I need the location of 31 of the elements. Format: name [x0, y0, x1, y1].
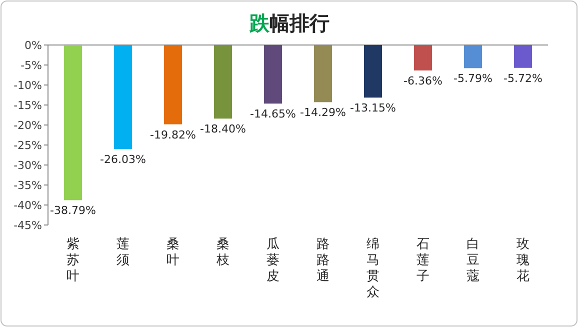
y-tick-label: -20%	[14, 119, 42, 132]
y-tick-label: -10%	[14, 79, 42, 92]
y-tick-label: -40%	[14, 199, 42, 212]
data-label: -18.40%	[200, 122, 246, 136]
y-tick-label: -45%	[14, 219, 42, 232]
x-tick-label: 莲须	[116, 237, 130, 268]
y-tick-label: 0%	[24, 39, 42, 52]
x-tick-label: 路路通	[316, 237, 330, 284]
y-tick-label: -35%	[14, 179, 42, 192]
data-label: -5.79%	[454, 72, 492, 86]
y-tick-label: -15%	[14, 99, 42, 112]
x-tick-label: 瓜蒌皮	[266, 237, 280, 284]
x-tick-label: 紫苏叶	[66, 237, 80, 284]
data-label: -38.79%	[50, 204, 96, 218]
x-tick-label: 白豆蔻	[466, 237, 480, 284]
x-tick-label: 桑枝	[216, 237, 230, 268]
data-label: -5.72%	[504, 72, 542, 85]
chart-title: 跌幅排行	[248, 11, 330, 35]
data-label: -13.15%	[350, 102, 396, 115]
y-tick-label: -5%	[20, 59, 42, 72]
y-tick-label: -30%	[14, 159, 42, 172]
data-label: -14.29%	[300, 106, 346, 120]
x-tick-label: 绵马贯众	[366, 237, 380, 300]
data-label: -26.03%	[100, 153, 146, 166]
data-label: -6.36%	[404, 74, 442, 88]
data-label: -19.82%	[150, 128, 196, 142]
data-label: -14.65%	[250, 108, 296, 121]
x-tick-label: 玫瑰花	[516, 237, 530, 284]
x-tick-label: 桑叶	[166, 237, 180, 268]
x-tick-label: 石莲子	[416, 237, 430, 284]
y-tick-label: -25%	[14, 139, 42, 152]
